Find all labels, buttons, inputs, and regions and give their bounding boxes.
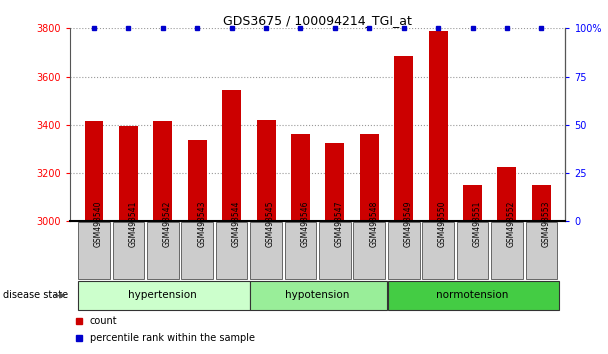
Bar [325, 143, 344, 221]
Text: GSM493546: GSM493546 [300, 201, 309, 247]
Bar [353, 222, 385, 279]
Bar [250, 222, 282, 279]
Bar [153, 121, 172, 221]
Bar [525, 222, 557, 279]
Bar [181, 222, 213, 279]
Text: percentile rank within the sample: percentile rank within the sample [90, 333, 255, 343]
Bar [78, 222, 110, 279]
Bar [423, 222, 454, 279]
Bar [394, 56, 413, 221]
Text: hypotension: hypotension [286, 290, 350, 300]
Bar [429, 31, 447, 221]
Bar [457, 222, 488, 279]
Text: GSM493545: GSM493545 [266, 201, 275, 247]
Bar [491, 222, 523, 279]
Text: GSM493542: GSM493542 [163, 201, 172, 247]
Bar [250, 281, 387, 310]
Bar [497, 167, 516, 221]
Text: disease state: disease state [4, 290, 69, 300]
Bar [188, 141, 207, 221]
Text: GSM493553: GSM493553 [541, 201, 550, 247]
Bar [360, 135, 379, 221]
Bar [257, 120, 275, 221]
Text: hypertension: hypertension [128, 290, 197, 300]
Text: GSM493540: GSM493540 [94, 201, 103, 247]
Text: GSM493547: GSM493547 [335, 201, 344, 247]
Text: count: count [90, 316, 117, 326]
Text: GSM493549: GSM493549 [404, 201, 413, 247]
Bar [532, 185, 551, 221]
Title: GDS3675 / 100094214_TGI_at: GDS3675 / 100094214_TGI_at [223, 14, 412, 27]
Text: normotension: normotension [437, 290, 509, 300]
Text: GSM493550: GSM493550 [438, 201, 447, 247]
Text: GSM493551: GSM493551 [472, 201, 482, 247]
Bar [319, 222, 351, 279]
Bar [291, 135, 310, 221]
Bar [78, 281, 249, 310]
Text: GSM493548: GSM493548 [369, 201, 378, 247]
Bar [119, 126, 138, 221]
Text: GSM493552: GSM493552 [507, 201, 516, 247]
Bar [285, 222, 316, 279]
Bar [147, 222, 179, 279]
Bar [216, 222, 247, 279]
Bar [463, 185, 482, 221]
Bar [388, 222, 420, 279]
Bar [112, 222, 144, 279]
Bar [388, 281, 559, 310]
Text: GSM493544: GSM493544 [232, 201, 241, 247]
Text: GSM493543: GSM493543 [197, 201, 206, 247]
Bar [222, 90, 241, 221]
Bar [85, 121, 103, 221]
Text: GSM493541: GSM493541 [128, 201, 137, 247]
